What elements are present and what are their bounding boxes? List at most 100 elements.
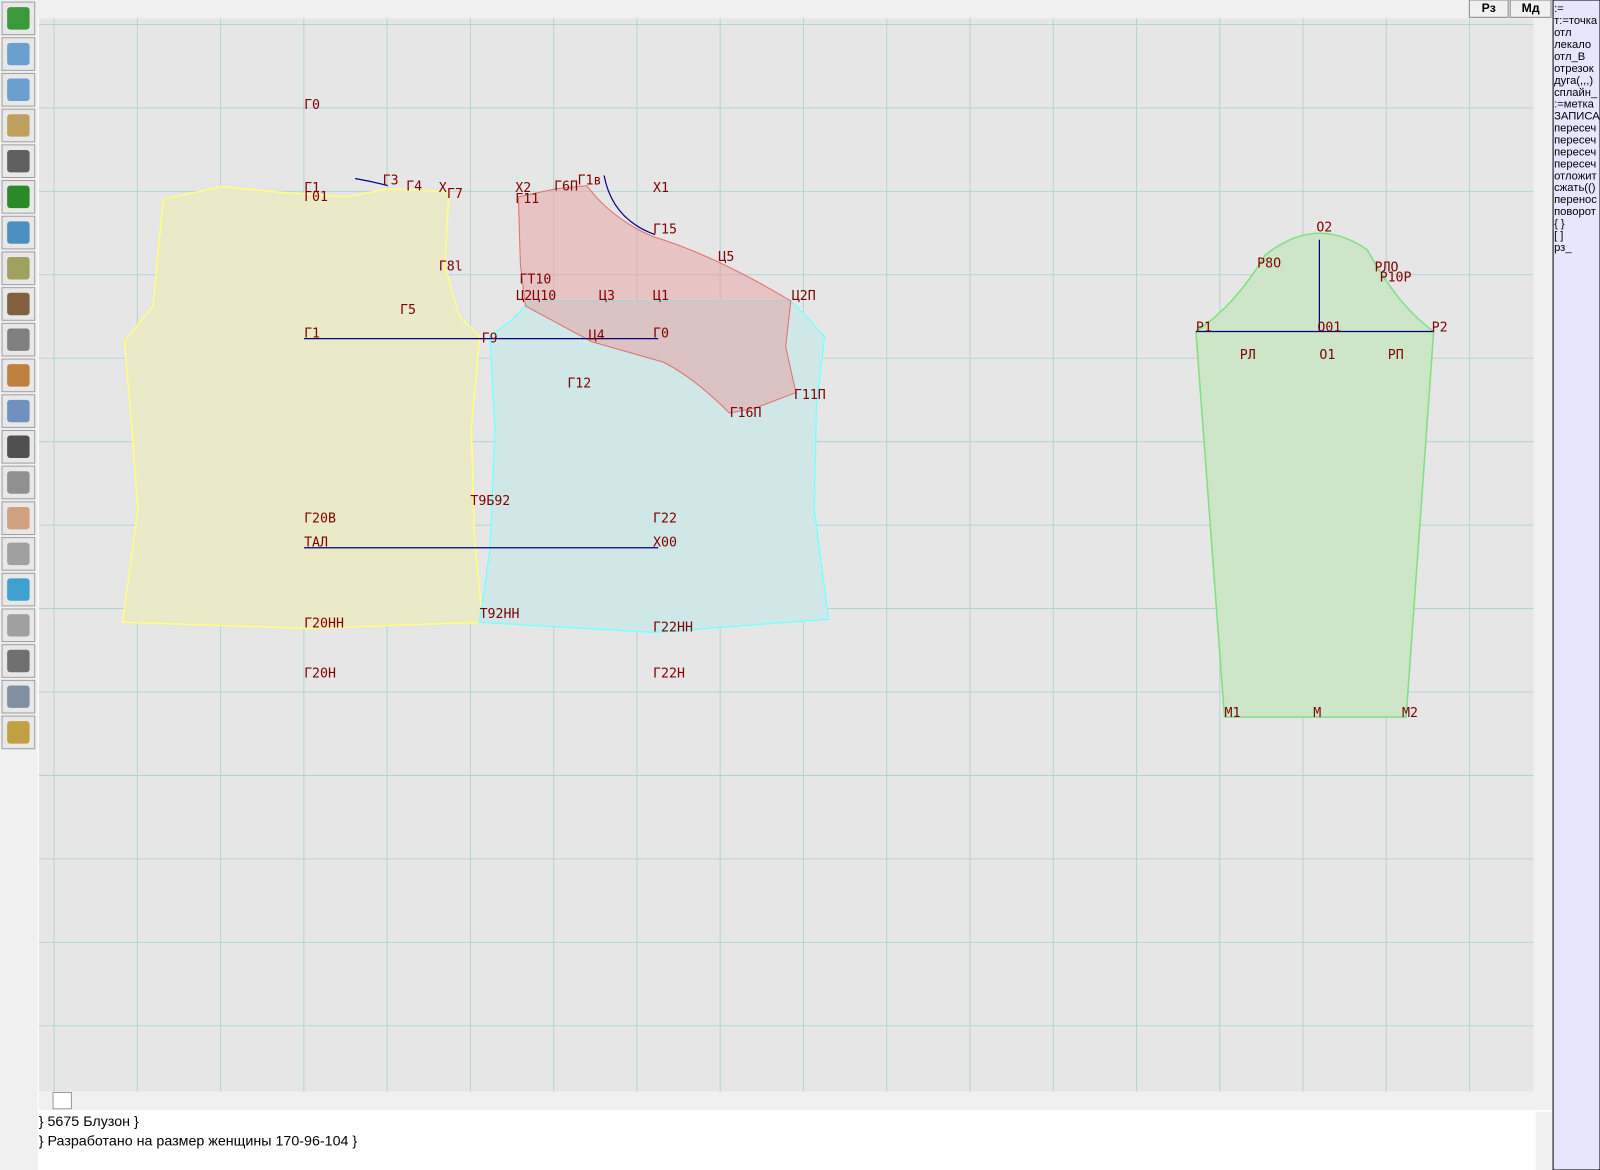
point-label: Г20НН bbox=[304, 616, 344, 631]
vertical-scrollbar[interactable] bbox=[1533, 18, 1553, 1092]
point-label: Ц2Ц10 bbox=[516, 289, 556, 304]
point-label: Г7 bbox=[447, 187, 463, 202]
construction-lines bbox=[304, 175, 1434, 549]
point-label: Г5 bbox=[400, 303, 416, 318]
command-item[interactable]: сплайн_ bbox=[1554, 87, 1598, 99]
command-panel bbox=[1552, 0, 1600, 1170]
point-label: Ц2П bbox=[792, 289, 816, 304]
command-item[interactable]: [ ] bbox=[1554, 230, 1563, 242]
tool-icon bbox=[7, 7, 30, 30]
point-label: Г22НН bbox=[653, 620, 693, 635]
point-label: Г11П bbox=[794, 388, 826, 403]
tool-icon bbox=[7, 149, 30, 173]
sleeve-piece[interactable] bbox=[1195, 232, 1435, 718]
point-label: Г1 bbox=[304, 181, 320, 196]
scroll-thumb[interactable] bbox=[52, 1091, 72, 1110]
point-label: Р2 bbox=[1432, 321, 1448, 336]
point-label: Р1 bbox=[1196, 321, 1212, 336]
button[interactable] bbox=[1509, 0, 1552, 18]
point-label: Г3 bbox=[383, 174, 399, 189]
tool-icon bbox=[7, 435, 30, 459]
command-item[interactable]: := bbox=[1554, 3, 1564, 15]
point-label: Г01 bbox=[304, 190, 328, 205]
command-item[interactable]: отл_В bbox=[1554, 51, 1585, 63]
command-item[interactable]: сжать(() bbox=[1554, 182, 1596, 194]
tool-icon bbox=[7, 399, 30, 423]
command-item[interactable]: поворот bbox=[1554, 206, 1596, 218]
point-label: Г4 bbox=[406, 180, 422, 195]
button-label[interactable]: Мд bbox=[1522, 1, 1540, 15]
top-bar bbox=[0, 0, 1554, 19]
command-item[interactable]: перенос bbox=[1554, 194, 1597, 206]
tool-icon bbox=[7, 257, 30, 280]
command-item[interactable]: дуга(,,,) bbox=[1554, 75, 1593, 87]
point-label: Г6П bbox=[554, 180, 578, 195]
command-item[interactable]: отл bbox=[1554, 27, 1571, 39]
tool-icon bbox=[7, 364, 30, 387]
point-label: Т92НН bbox=[480, 607, 520, 622]
horizontal-scrollbar[interactable] bbox=[38, 1091, 1553, 1110]
point-label: РЛО bbox=[1374, 260, 1398, 275]
tool-icon bbox=[7, 42, 30, 66]
command-item[interactable]: пересеч bbox=[1554, 135, 1596, 147]
yoke-piece[interactable] bbox=[517, 185, 797, 414]
back-piece[interactable] bbox=[121, 185, 484, 630]
command-item[interactable]: пересеч bbox=[1554, 158, 1596, 170]
point-label: ТАЛ bbox=[304, 536, 328, 551]
point-label: Г1 bbox=[304, 327, 320, 342]
toolbar bbox=[0, 0, 38, 1170]
button-label[interactable]: Рз bbox=[1482, 1, 1496, 15]
command-item[interactable]: ЗАПИСА bbox=[1554, 111, 1600, 123]
point-label: Х2 bbox=[515, 181, 531, 196]
point-label: О1 bbox=[1319, 348, 1335, 363]
point-label: М1 bbox=[1224, 706, 1240, 721]
command-item[interactable]: рз_ bbox=[1554, 242, 1572, 254]
point-label: Г20В bbox=[304, 511, 336, 526]
tool-icon bbox=[7, 292, 30, 316]
status-scrollbar[interactable] bbox=[1535, 1111, 1553, 1170]
tool-icon bbox=[7, 578, 30, 601]
point-label: РП bbox=[1388, 348, 1404, 363]
point-label: О01 bbox=[1317, 321, 1341, 336]
command-item[interactable]: отложит bbox=[1554, 170, 1597, 182]
point-label: Г0 bbox=[304, 98, 320, 113]
point-label: Ц5 bbox=[718, 250, 734, 265]
tool-icon bbox=[7, 78, 30, 101]
point-label: Г22 bbox=[653, 511, 677, 526]
point-label: Г16П bbox=[730, 406, 762, 421]
tool-icon bbox=[7, 328, 30, 351]
point-label: Ц1 bbox=[653, 289, 669, 304]
tool-icon bbox=[7, 471, 30, 494]
tool-icon bbox=[7, 542, 30, 566]
point-label: Г15 bbox=[653, 223, 677, 238]
command-item[interactable]: лекало bbox=[1554, 39, 1591, 51]
point-label: РЛ bbox=[1240, 348, 1256, 363]
point-label: Г11 bbox=[515, 192, 539, 207]
point-label: Т9Б92 bbox=[470, 494, 510, 509]
point-label: Ц4 bbox=[589, 329, 605, 344]
command-item[interactable]: { } bbox=[1554, 218, 1565, 230]
command-item[interactable]: пересеч bbox=[1554, 146, 1596, 158]
command-item[interactable]: :=метка bbox=[1554, 99, 1595, 111]
tool-icon bbox=[7, 614, 30, 637]
point-label: Х1 bbox=[653, 181, 669, 196]
tool-icon bbox=[7, 649, 30, 673]
point-label: Р10Р bbox=[1380, 271, 1412, 286]
command-item[interactable]: т:=точка bbox=[1554, 15, 1598, 27]
tool-icon bbox=[7, 185, 30, 209]
tool-icon bbox=[7, 506, 30, 530]
button[interactable] bbox=[1468, 0, 1509, 18]
point-label: Х bbox=[439, 181, 447, 196]
point-label: Г20Н bbox=[304, 666, 336, 681]
point-label: Х00 bbox=[653, 536, 677, 551]
point-label: Г22Н bbox=[653, 666, 685, 681]
point-label: Ц3 bbox=[599, 289, 615, 304]
point-label: ГТ10 bbox=[519, 273, 551, 288]
command-item[interactable]: отрезок bbox=[1554, 63, 1594, 75]
point-label: Р8О bbox=[1257, 256, 1281, 271]
command-item[interactable]: пересеч bbox=[1554, 123, 1596, 135]
point-label: Г8l bbox=[439, 259, 463, 274]
tool-icon bbox=[7, 721, 30, 744]
